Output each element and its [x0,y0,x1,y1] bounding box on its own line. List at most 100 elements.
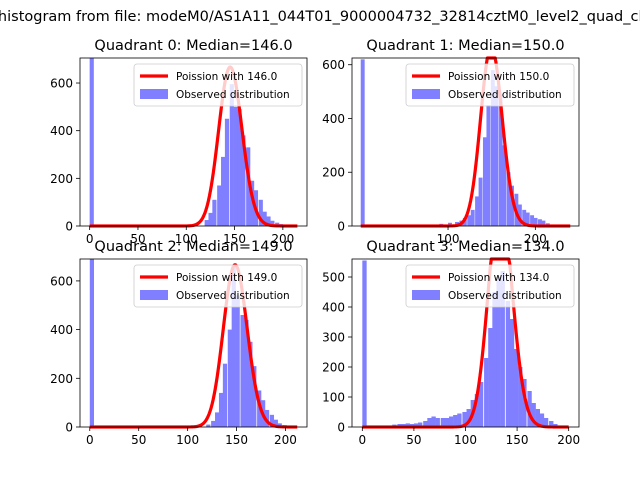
histogram-bar [453,415,458,427]
y-tick-label: 100 [322,391,345,405]
legend-observed-swatch [140,89,168,99]
histogram-bar [435,418,440,427]
histogram-bar [444,418,450,427]
histogram-bar [431,416,436,427]
y-tick-label: 600 [50,274,73,288]
histogram-bar [241,135,246,226]
histogram-bar [89,58,94,226]
axes-frame [351,57,580,227]
histogram-bar [244,319,249,427]
histogram-bar [252,366,257,427]
x-tick-label: 0 [86,433,94,447]
histogram-bar [541,220,546,226]
histogram-bar [248,341,253,427]
histogram-bar [492,292,497,427]
histogram-bar [533,217,538,226]
histogram-bar [478,177,483,226]
histogram-bar [474,394,480,427]
histogram-bar [440,418,446,427]
histogram-bar [427,418,432,427]
histogram-bar [549,421,554,427]
histogram-bar [448,416,454,427]
histogram-bar [222,363,228,427]
histogram-bar [235,295,240,427]
histogram-bar [215,412,220,427]
legend-box [405,63,575,107]
y-tick-label: 200 [322,166,345,180]
histogram-bar [212,199,217,226]
quadrant-3-panel: 0 50 100 150 200 0 100 200 300 400 500 Quadrant 3: … [322,239,580,447]
histogram-bar [543,418,549,427]
x-tick-label: 100 [176,433,199,447]
quadrant-1-panel: 100 200 0 200 400 600 Quadrant 1: Median=150.0… [322,38,580,246]
histogram-bar [530,215,535,226]
y-tick-label: 400 [322,301,345,315]
y-tick-label: 600 [322,58,345,72]
histogram-bar [269,414,275,427]
histogram-bar [233,106,238,226]
axes-frame [79,258,308,428]
histogram-bar [475,196,480,226]
legend-box [133,264,303,308]
histogram-bar [89,259,94,427]
histogram-bar [246,147,251,226]
histogram-bar [264,409,270,427]
y-tick-label: 500 [322,271,345,285]
x-tick-label: 150 [225,433,248,447]
legend-observed-swatch [412,89,440,99]
figure-suptitle: Counts histogram from file: modeM0/AS1A1… [0,9,640,25]
histogram-bar [527,391,532,427]
histogram-bar [505,301,511,427]
x-tick-label: 100 [175,232,198,246]
x-tick-label: 50 [130,232,145,246]
histogram-bar [217,185,222,226]
histogram-bar [240,315,245,427]
histogram-bar [218,392,224,427]
x-tick-label: 200 [271,232,294,246]
y-tick-label: 0 [337,220,345,234]
histogram-bar [237,109,242,226]
y-tick-label: 400 [50,124,73,138]
histogram-bar [510,185,514,226]
x-tick-label: 200 [274,433,297,447]
histogram-bar [535,409,540,427]
histogram-bar [509,319,515,427]
legend-observed-label: Observed distribution [176,89,290,101]
histogram-bar [539,413,545,427]
legend-box [405,264,575,308]
legend-observed-swatch [412,290,440,300]
axes-frame [79,57,308,227]
histogram-bar [478,382,484,427]
y-tick-label: 600 [50,77,73,91]
histogram-bar [413,423,419,427]
y-tick-label: 200 [322,361,345,375]
histogram-bar [231,266,236,427]
histogram-bar [498,94,503,227]
histogram-bar [224,118,230,226]
histogram-bar [221,156,226,226]
histogram-bar [423,421,428,427]
x-tick-label: 50 [406,433,421,447]
legend-fit-label: Poission with 150.0 [448,71,549,83]
y-tick-label: 0 [337,421,345,435]
legend-box [133,63,303,107]
histogram-bar [258,199,263,226]
quadrant-2-panel: 0 50 100 150 200 0 200 400 600 Quadrant 2: Median… [50,239,308,447]
histogram-bar [462,412,467,427]
legend-fit-label: Poission with 149.0 [176,272,277,284]
histogram-bar [229,84,234,226]
histogram-bar [517,204,522,226]
y-tick-label: 300 [322,331,345,345]
legend-fit-label: Poission with 134.0 [448,272,549,284]
x-tick-label: 0 [358,433,366,447]
histogram-bar [208,212,213,226]
y-tick-label: 200 [50,172,73,186]
x-tick-label: 150 [506,433,529,447]
histogram-bar [486,105,491,226]
histogram-bar [211,420,216,427]
legend-observed-swatch [140,290,168,300]
y-tick-label: 0 [65,421,73,435]
histogram-bar [488,328,493,427]
histogram-bar [405,423,410,427]
legend-observed-label: Observed distribution [448,290,562,302]
